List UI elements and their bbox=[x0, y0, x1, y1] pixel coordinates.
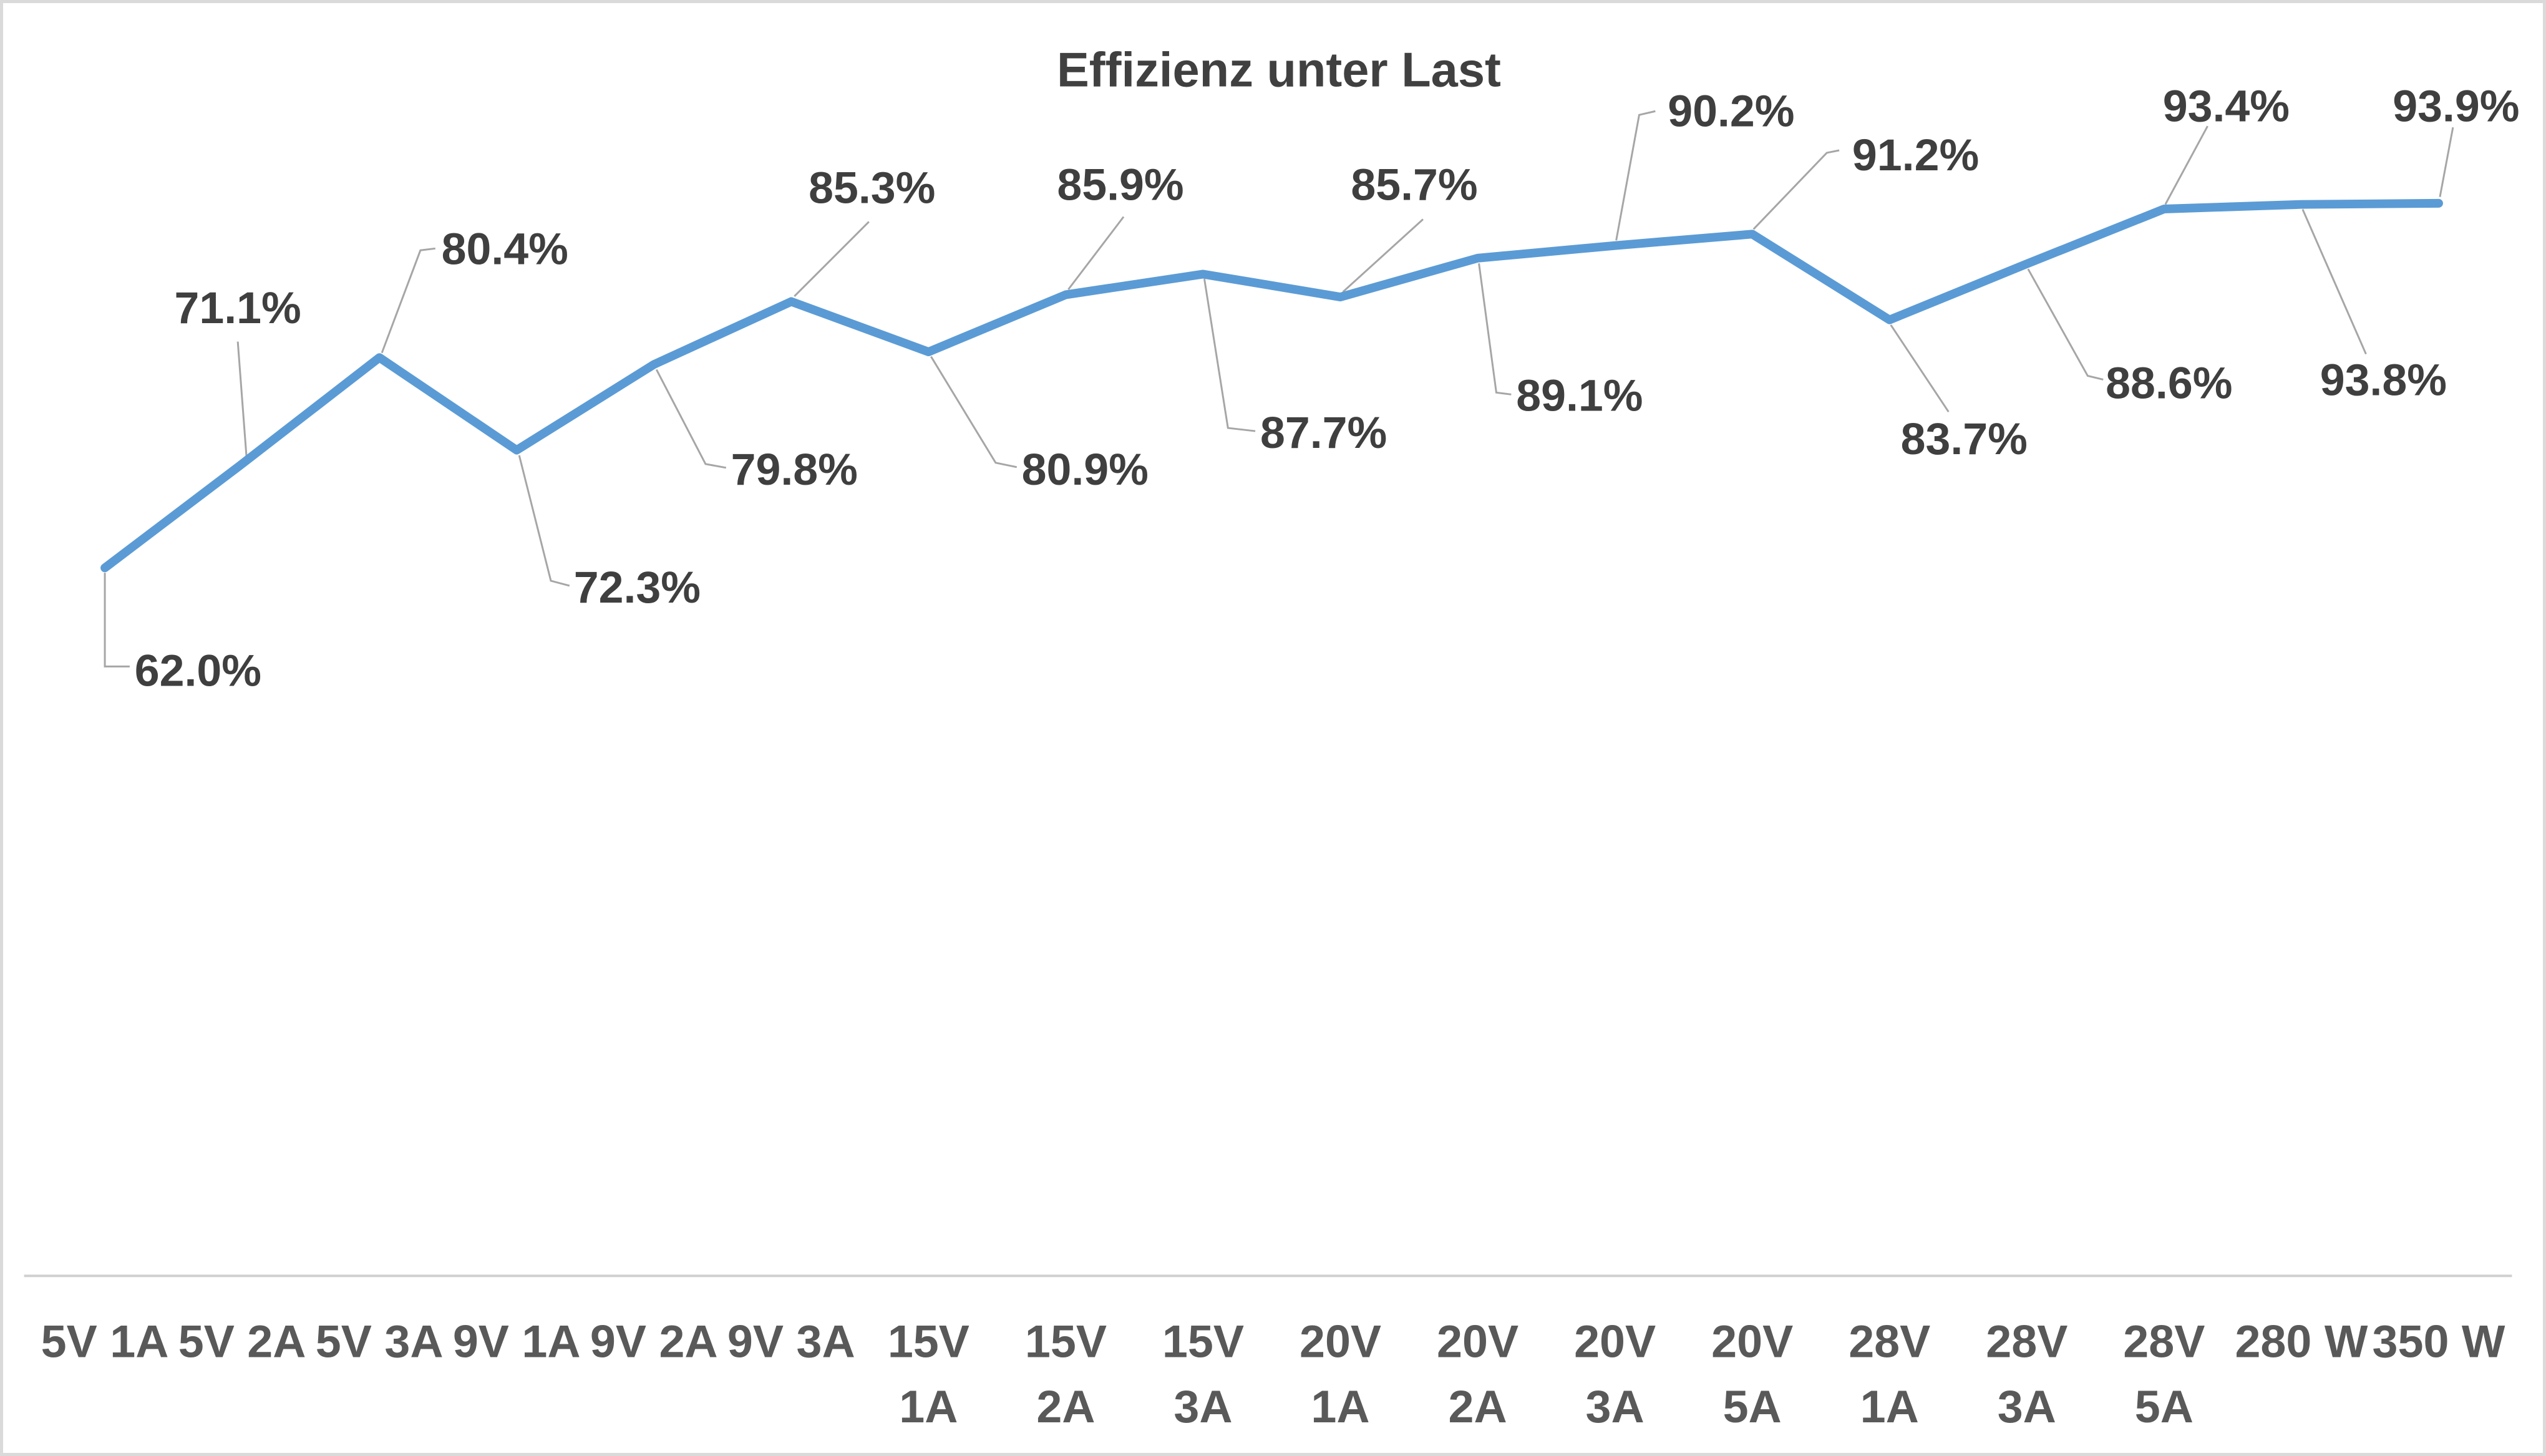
data-label-above-85.9%: 85.9% bbox=[1057, 160, 1183, 210]
leader-line-89.1% bbox=[1478, 263, 1512, 396]
data-label-below-79.8%: 79.8% bbox=[731, 445, 858, 495]
category-label-1A: 1A bbox=[899, 1381, 958, 1432]
data-label-below-80.9%: 80.9% bbox=[1022, 445, 1149, 495]
category-label-1A: 1A bbox=[1311, 1381, 1369, 1432]
data-label-below-62.0%: 62.0% bbox=[135, 646, 261, 696]
category-label-3A: 3A bbox=[1173, 1381, 1232, 1432]
data-label-below-72.3%: 72.3% bbox=[574, 563, 701, 613]
chart-title: Effizienz unter Last bbox=[1057, 44, 1501, 97]
category-label-28V: 28V bbox=[1986, 1315, 2067, 1367]
category-label-9V-3A: 9V 3A bbox=[727, 1315, 855, 1367]
category-label-5A: 5A bbox=[2135, 1381, 2194, 1432]
category-label-5V-1A: 5V 1A bbox=[41, 1315, 169, 1367]
category-label-350-W: 350 W bbox=[2372, 1315, 2505, 1367]
leader-line-91.2% bbox=[1752, 149, 1840, 230]
category-label-15V: 15V bbox=[888, 1315, 969, 1367]
data-label-above-71.1%: 71.1% bbox=[174, 283, 301, 333]
leader-lines bbox=[104, 110, 2454, 667]
leader-line-62.0% bbox=[104, 573, 130, 667]
category-label-3A: 3A bbox=[1586, 1381, 1645, 1432]
leader-line-85.3% bbox=[794, 221, 870, 298]
category-label-280-W: 280 W bbox=[2235, 1315, 2368, 1367]
category-label-20V: 20V bbox=[1437, 1315, 1518, 1367]
series-line bbox=[100, 198, 2443, 573]
leader-line-80.9% bbox=[930, 356, 1018, 468]
category-label-5V-2A: 5V 2A bbox=[178, 1315, 306, 1367]
category-label-28V: 28V bbox=[1849, 1315, 1930, 1367]
leader-line-71.1% bbox=[236, 341, 248, 457]
data-label-above-85.7%: 85.7% bbox=[1351, 160, 1477, 210]
category-label-2A: 2A bbox=[1448, 1381, 1507, 1432]
category-label-5V-3A: 5V 3A bbox=[316, 1315, 444, 1367]
leader-line-79.8% bbox=[655, 369, 727, 469]
category-label-9V-1A: 9V 1A bbox=[453, 1315, 581, 1367]
data-label-below-87.7%: 87.7% bbox=[1260, 408, 1387, 458]
data-labels: 62.0% 71.1% 80.4% 72.3% 79.8% 85.3% 80.9% 85.9%… bbox=[135, 81, 2520, 696]
leader-line-93.4% bbox=[2164, 125, 2208, 205]
leader-line-85.9% bbox=[1067, 216, 1125, 290]
leader-line-72.3% bbox=[518, 455, 570, 587]
data-label-above-93.4%: 93.4% bbox=[2163, 81, 2290, 131]
leader-line-93.8% bbox=[2301, 208, 2367, 355]
category-axis-labels: 5V 1A 5V 2A 5V 3A 9V 1A 9V 2A 9V 3A 15V 1A 15V 2A… bbox=[41, 1315, 2505, 1432]
category-label-2A: 2A bbox=[1036, 1381, 1095, 1432]
leader-line-90.2% bbox=[1615, 110, 1656, 241]
category-label-20V: 20V bbox=[1711, 1315, 1793, 1367]
category-label-20V: 20V bbox=[1300, 1315, 1381, 1367]
efficiency-line-chart: Effizienz unter Last 62.0% 71.1% 80.4% 72.3… bbox=[24, 44, 2520, 1432]
leader-line-88.6% bbox=[2027, 268, 2104, 381]
category-label-1A: 1A bbox=[1860, 1381, 1919, 1432]
data-label-below-83.7%: 83.7% bbox=[1901, 414, 2028, 464]
data-label-above-85.3%: 85.3% bbox=[809, 163, 935, 213]
category-label-3A: 3A bbox=[1998, 1381, 2056, 1432]
leader-line-93.9% bbox=[2439, 127, 2454, 197]
leader-line-85.7% bbox=[1342, 218, 1424, 293]
data-label-above-80.4%: 80.4% bbox=[442, 224, 568, 274]
data-label-above-90.2%: 90.2% bbox=[1668, 86, 1794, 136]
data-label-below-89.1%: 89.1% bbox=[1516, 371, 1643, 420]
category-label-9V-2A: 9V 2A bbox=[590, 1315, 718, 1367]
category-label-15V: 15V bbox=[1162, 1315, 1244, 1367]
category-label-5A: 5A bbox=[1723, 1381, 1782, 1432]
leader-line-83.7% bbox=[1890, 324, 1950, 413]
leader-line-87.7% bbox=[1203, 278, 1256, 432]
category-label-28V: 28V bbox=[2123, 1315, 2205, 1367]
data-label-above-93.9%: 93.9% bbox=[2393, 81, 2519, 131]
category-label-15V: 15V bbox=[1025, 1315, 1107, 1367]
data-label-above-91.2%: 91.2% bbox=[1852, 130, 1979, 180]
category-label-20V: 20V bbox=[1574, 1315, 1656, 1367]
data-label-below-93.8%: 93.8% bbox=[2320, 355, 2447, 405]
leader-line-80.4% bbox=[381, 247, 435, 354]
data-label-below-88.6%: 88.6% bbox=[2106, 358, 2232, 408]
